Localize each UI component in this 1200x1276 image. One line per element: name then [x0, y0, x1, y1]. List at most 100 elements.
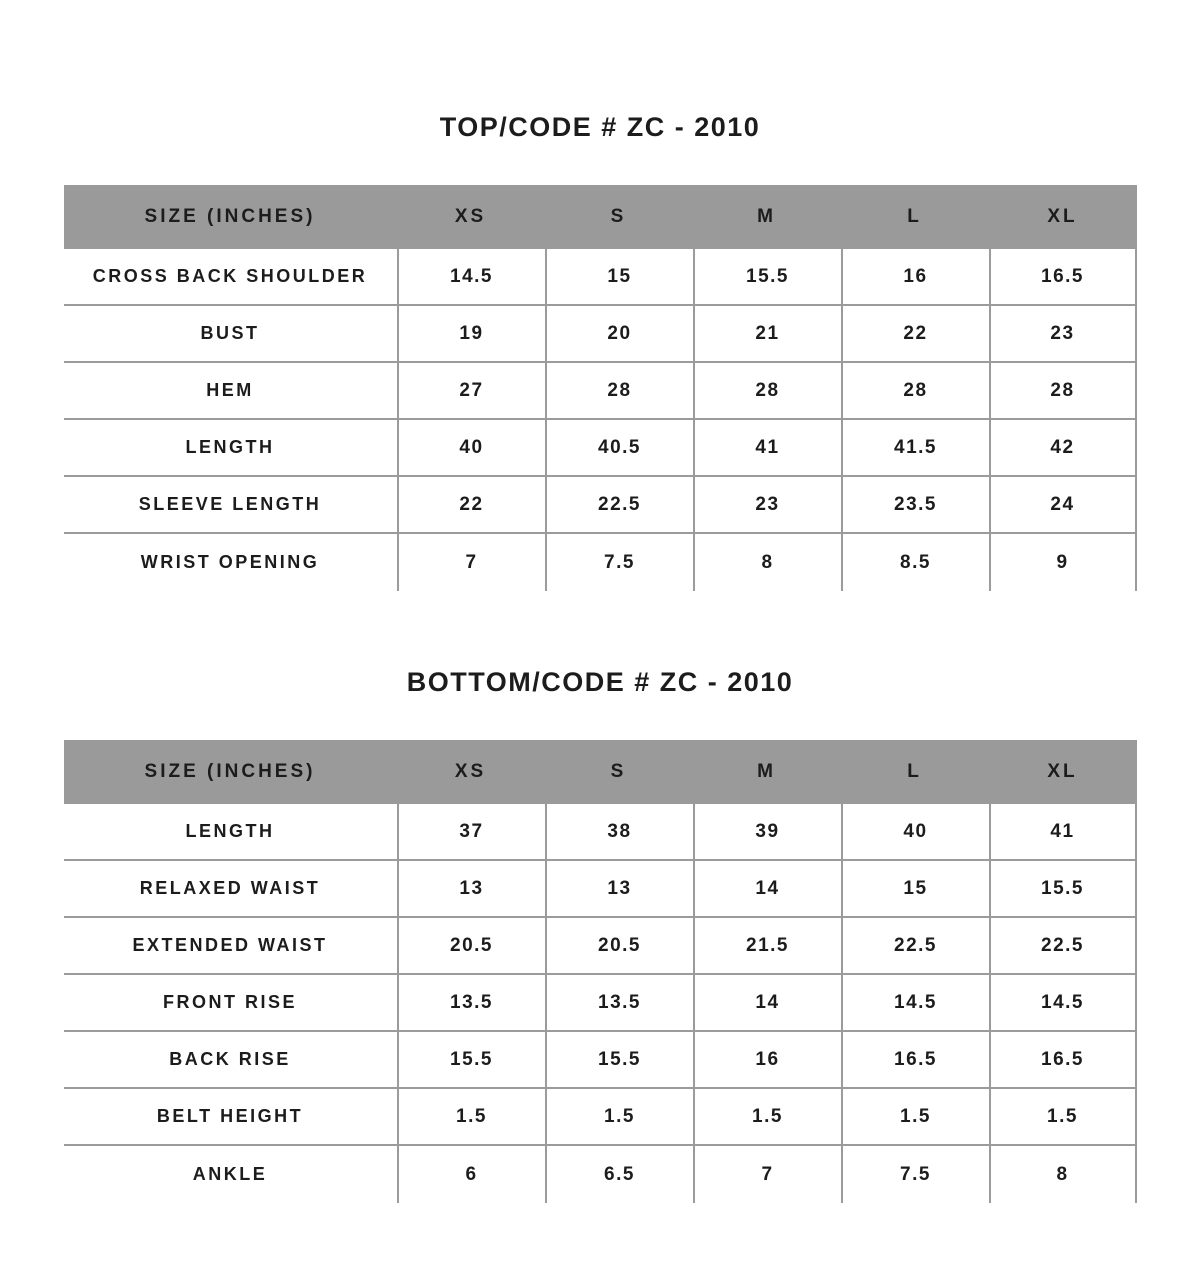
measurement-value: 13.5	[544, 975, 693, 1030]
measurement-value: 7.5	[840, 1146, 989, 1203]
measurement-value: 15.5	[692, 249, 841, 304]
measurement-value: 22	[840, 306, 989, 361]
measurement-value: 7	[396, 534, 545, 591]
measurement-value: 19	[396, 306, 545, 361]
measurement-value: 23	[692, 477, 841, 532]
header-size-m: M	[757, 761, 776, 782]
row-label: RELAXED WAIST	[139, 878, 321, 898]
measurement-value: 40	[840, 804, 989, 859]
table-row: EXTENDED WAIST 20.5 20.5 21.5 22.5 22.5	[63, 918, 1137, 975]
measurement-value: 39	[692, 804, 841, 859]
row-label: EXTENDED WAIST	[132, 935, 328, 955]
measurement-value: 22	[396, 477, 545, 532]
table-row: FRONT RISE 13.5 13.5 14 14.5 14.5	[63, 975, 1137, 1032]
measurement-value: 13	[544, 861, 693, 916]
measurement-value: 27	[396, 363, 545, 418]
row-label: WRIST OPENING	[140, 552, 320, 572]
measurement-value: 8.5	[840, 534, 989, 591]
table-header-row: SIZE (INCHES) XS S M L XL	[63, 740, 1137, 804]
measurement-value: 22.5	[988, 918, 1137, 973]
measurement-value: 20	[544, 306, 693, 361]
header-size-l: L	[907, 761, 922, 782]
row-label: CROSS BACK SHOULDER	[92, 266, 368, 286]
row-label: LENGTH	[185, 437, 275, 457]
table-header-row: SIZE (INCHES) XS S M L XL	[63, 185, 1137, 249]
measurement-value: 16	[840, 249, 989, 304]
measurement-value: 16.5	[840, 1032, 989, 1087]
top-size-table: SIZE (INCHES) XS S M L XL CROSS BACK SHOULDER 1…	[63, 185, 1137, 591]
table-row: LENGTH 40 40.5 41 41.5 42	[63, 420, 1137, 477]
measurement-value: 13	[396, 861, 545, 916]
measurement-value: 42	[988, 420, 1137, 475]
measurement-value: 14.5	[396, 249, 545, 304]
row-label: LENGTH	[185, 821, 275, 841]
measurement-value: 40.5	[544, 420, 693, 475]
measurement-value: 15.5	[988, 861, 1137, 916]
header-size-label: SIZE (INCHES)	[144, 206, 316, 227]
bottom-chart-title: BOTTOM/CODE # ZC - 2010	[406, 667, 794, 697]
row-label: BACK RISE	[169, 1049, 291, 1069]
header-size-xl: XL	[1047, 761, 1078, 782]
measurement-value: 20.5	[396, 918, 545, 973]
measurement-value: 15.5	[544, 1032, 693, 1087]
measurement-value: 37	[396, 804, 545, 859]
measurement-value: 7	[692, 1146, 841, 1203]
table-row: SLEEVE LENGTH 22 22.5 23 23.5 24	[63, 477, 1137, 534]
bottom-size-table: SIZE (INCHES) XS S M L XL LENGTH 37 38 39 40 41 RELA…	[63, 740, 1137, 1203]
table-row: BACK RISE 15.5 15.5 16 16.5 16.5	[63, 1032, 1137, 1089]
measurement-value: 8	[692, 534, 841, 591]
measurement-value: 28	[988, 363, 1137, 418]
measurement-value: 1.5	[692, 1089, 841, 1144]
measurement-value: 14	[692, 861, 841, 916]
measurement-value: 16	[692, 1032, 841, 1087]
row-label: BELT HEIGHT	[156, 1106, 304, 1126]
measurement-value: 21	[692, 306, 841, 361]
table-row: WRIST OPENING 7 7.5 8 8.5 9	[64, 534, 1137, 591]
measurement-value: 15	[840, 861, 989, 916]
measurement-value: 9	[988, 534, 1137, 591]
table-row: CROSS BACK SHOULDER 14.5 15 15.5 16 16.5	[63, 249, 1137, 306]
measurement-value: 41.5	[840, 420, 989, 475]
table-row: ANKLE 6 6.5 7 7.5 8	[64, 1146, 1137, 1203]
measurement-value: 14.5	[840, 975, 989, 1030]
measurement-value: 1.5	[544, 1089, 693, 1144]
top-size-chart-section: TOP/CODE # ZC - 2010 SIZE (INCHES) XS S M L X…	[0, 112, 1200, 591]
measurement-value: 41	[988, 804, 1137, 859]
row-label: FRONT RISE	[162, 992, 297, 1012]
measurement-value: 13.5	[396, 975, 545, 1030]
measurement-value: 23.5	[840, 477, 989, 532]
measurement-value: 8	[988, 1146, 1137, 1203]
measurement-value: 22.5	[840, 918, 989, 973]
table-row: RELAXED WAIST 13 13 14 15 15.5	[63, 861, 1137, 918]
top-chart-title: TOP/CODE # ZC - 2010	[439, 112, 761, 142]
measurement-value: 38	[544, 804, 693, 859]
header-size-l: L	[907, 206, 922, 227]
measurement-value: 15.5	[396, 1032, 545, 1087]
measurement-value: 6	[396, 1146, 545, 1203]
header-size-xl: XL	[1047, 206, 1078, 227]
table-row: BELT HEIGHT 1.5 1.5 1.5 1.5 1.5	[63, 1089, 1137, 1146]
header-size-s: S	[610, 206, 627, 227]
measurement-value: 24	[988, 477, 1137, 532]
header-size-xs: XS	[454, 761, 487, 782]
table-row: BUST 19 20 21 22 23	[63, 306, 1137, 363]
measurement-value: 6.5	[544, 1146, 693, 1203]
row-label: HEM	[206, 380, 254, 400]
measurement-value: 22.5	[544, 477, 693, 532]
measurement-value: 28	[692, 363, 841, 418]
header-size-label: SIZE (INCHES)	[144, 761, 316, 782]
table-row: LENGTH 37 38 39 40 41	[63, 804, 1137, 861]
measurement-value: 40	[396, 420, 545, 475]
measurement-value: 28	[840, 363, 989, 418]
measurement-value: 23	[988, 306, 1137, 361]
measurement-value: 7.5	[544, 534, 693, 591]
row-label: SLEEVE LENGTH	[138, 494, 322, 514]
measurement-value: 1.5	[396, 1089, 545, 1144]
measurement-value: 1.5	[988, 1089, 1137, 1144]
row-label: ANKLE	[192, 1164, 268, 1184]
measurement-value: 28	[544, 363, 693, 418]
header-size-m: M	[757, 206, 776, 227]
size-chart-page: TOP/CODE # ZC - 2010 SIZE (INCHES) XS S M L X…	[0, 112, 1200, 1203]
measurement-value: 1.5	[840, 1089, 989, 1144]
measurement-value: 16.5	[988, 1032, 1137, 1087]
